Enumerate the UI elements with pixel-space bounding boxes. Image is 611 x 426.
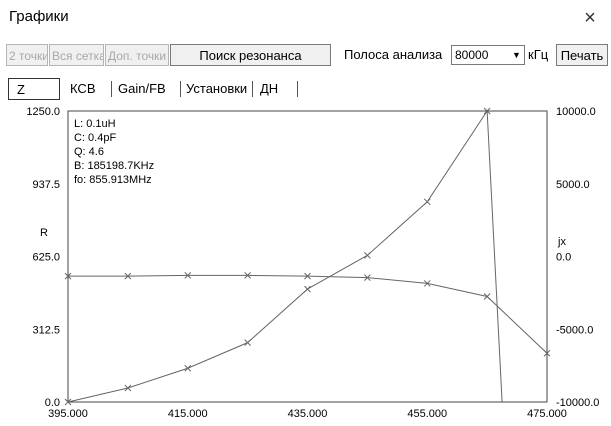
resistance-point: [304, 285, 311, 293]
resistance-point: [184, 364, 192, 372]
y-right-tick-label: -5000.0: [556, 324, 593, 336]
x-tick-label: 475.000: [527, 408, 567, 420]
two-points-button[interactable]: 2 точки: [6, 44, 48, 66]
y-right-tick-label: 0.0: [556, 252, 571, 264]
tab-separator: [297, 81, 298, 97]
band-value: 80000: [455, 48, 489, 62]
info-inductance: L: 0.1uH: [74, 118, 116, 130]
extra-points-button[interactable]: Доп. точки: [105, 44, 169, 66]
reactance-point: [304, 272, 311, 280]
tab-separator: [252, 81, 253, 97]
reactance-point: [483, 293, 491, 300]
resistance-point: [124, 384, 132, 392]
full-grid-button[interactable]: Вся сетка: [49, 44, 104, 66]
tab-settings[interactable]: Установки: [186, 81, 248, 96]
info-resonant-frequency: fo: 855.913MHz: [74, 174, 152, 186]
tab-z[interactable]: Z: [8, 78, 60, 100]
y-right-axis-label: jx: [557, 236, 566, 248]
resistance-point: [364, 251, 371, 259]
y-right-tick-label: 10000.0: [556, 106, 596, 118]
y-right-tick-label: -10000.0: [556, 397, 599, 409]
x-tick-label: 455.000: [407, 408, 447, 420]
tab-radiation-pattern[interactable]: ДН: [260, 81, 279, 96]
info-box: L: 0.1uH C: 0.4pF Q: 4.6 B: 185198.7KHz …: [74, 118, 154, 186]
reactance-point: [543, 349, 551, 357]
reactance-point: [184, 272, 192, 279]
tab-separator: [180, 81, 181, 97]
y-left-tick-label: 937.5: [32, 179, 60, 191]
band-label: Полоса анализа: [344, 47, 443, 62]
y-right-tick-label: 5000.0: [556, 179, 590, 191]
tab-gain-fb[interactable]: Gain/FB: [118, 81, 166, 96]
resistance-point: [64, 398, 72, 406]
tab-separator: [111, 81, 112, 97]
y-left-tick-label: 0.0: [45, 397, 60, 409]
tab-ksv[interactable]: КСВ: [70, 81, 96, 96]
print-button[interactable]: Печать: [556, 44, 608, 66]
reactance-point: [64, 272, 72, 280]
chevron-down-icon[interactable]: ▼: [512, 50, 521, 60]
info-capacitance: C: 0.4pF: [74, 132, 116, 144]
plot-frame: [67, 110, 548, 403]
resonance-search-button[interactable]: Поиск резонанса: [170, 44, 331, 66]
band-unit: кГц: [528, 47, 549, 62]
x-tick-label: 415.000: [168, 408, 208, 420]
info-bandwidth: B: 185198.7KHz: [74, 160, 154, 172]
close-icon[interactable]: ×: [584, 7, 596, 29]
resistance-line: [67, 109, 503, 403]
info-q-factor: Q: 4.6: [74, 146, 104, 158]
x-tick-label: 395.000: [48, 408, 88, 420]
y-left-tick-label: 312.5: [32, 324, 60, 336]
window-title: Графики: [9, 8, 69, 25]
reactance-point: [364, 274, 371, 281]
resistance-point: [423, 198, 431, 206]
toolbar: 2 точки Вся сетка Доп. точки Поиск резон…: [0, 44, 611, 70]
reactance-point: [423, 280, 431, 287]
y-left-tick-label: 1250.0: [26, 106, 60, 118]
reactance-point: [244, 272, 251, 279]
band-select[interactable]: 80000 ▼: [451, 45, 525, 65]
reactance-point: [124, 272, 132, 280]
y-left-axis-label: R: [40, 227, 48, 239]
y-left-tick-label: 625.0: [32, 252, 60, 264]
title-bar: Графики ×: [0, 0, 611, 40]
reactance-line: [68, 274, 548, 354]
resistance-point: [483, 107, 491, 115]
resistance-point: [244, 339, 251, 346]
x-tick-label: 435.000: [288, 408, 328, 420]
